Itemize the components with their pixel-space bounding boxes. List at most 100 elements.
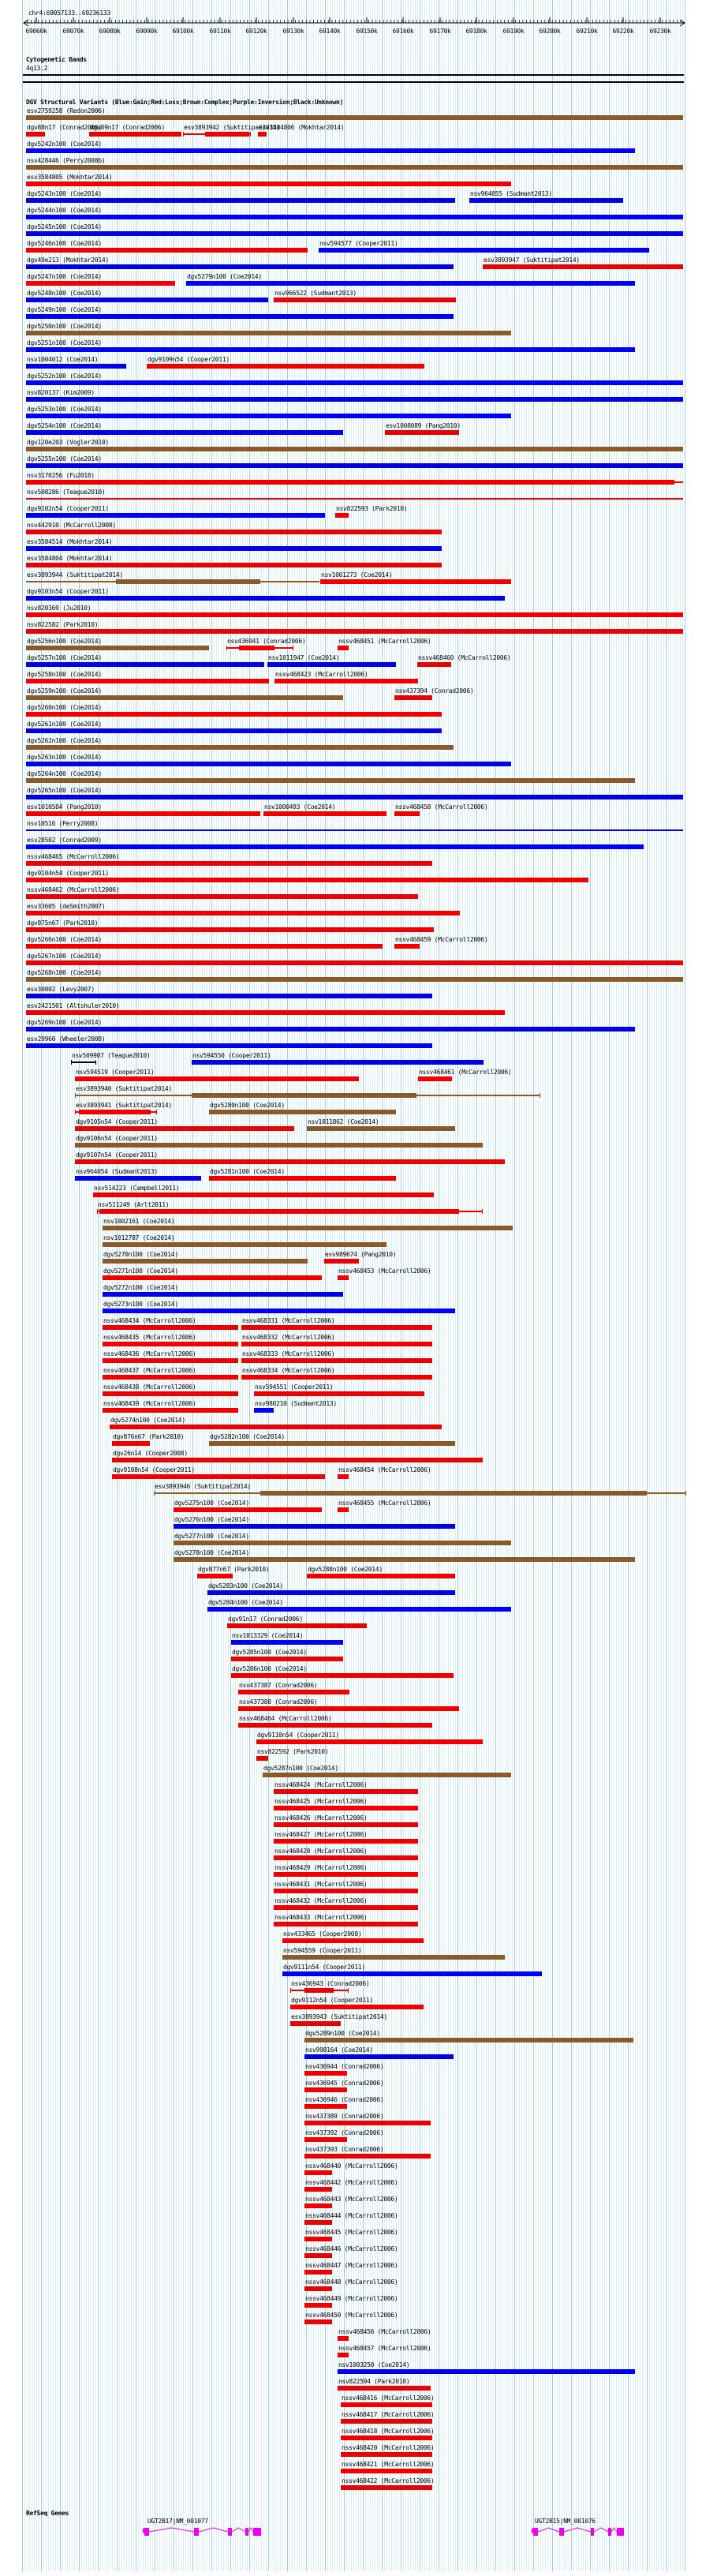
variant-bar-dgv5245n100[interactable] xyxy=(26,231,683,236)
variant-bar-nssv468429[interactable] xyxy=(274,1872,418,1877)
variant-bar-esv30002[interactable] xyxy=(26,994,432,998)
variant-bar-dgv5264n100[interactable] xyxy=(26,778,635,783)
variant-bar-nsv594559[interactable] xyxy=(282,1955,505,1960)
variant-bar-dgv5248n100[interactable] xyxy=(26,298,268,302)
variant-bar-dgv5255n100[interactable] xyxy=(26,463,683,468)
variant-bar-dgv877n67[interactable] xyxy=(197,1574,233,1578)
variant-bar-nssv468432[interactable] xyxy=(274,1905,418,1910)
variant-bar-nsv822593[interactable] xyxy=(335,513,349,518)
variant-bar-dgv5253n100[interactable] xyxy=(26,414,511,418)
variant-bar-dgv9107n54[interactable] xyxy=(75,1159,505,1164)
variant-bar-dgv876n67[interactable] xyxy=(112,1441,150,1446)
variant-bar-nsv433465[interactable] xyxy=(282,1938,424,1943)
variant-bar-nssv468416[interactable] xyxy=(341,2402,432,2407)
variant-bar-nsv822594[interactable] xyxy=(338,2386,431,2391)
variant-bar-nssv468334[interactable] xyxy=(241,1375,432,1380)
variant-bar-dgv5243n100[interactable] xyxy=(26,198,455,203)
variant-bar-dgv9106n54[interactable] xyxy=(75,1143,483,1148)
variant-bar-nsv998164[interactable] xyxy=(304,2054,454,2059)
variant-bar-nsv1012787[interactable] xyxy=(103,1242,386,1247)
variant-bar-dgv5271n100[interactable] xyxy=(103,1275,322,1280)
variant-bar-dgv5273n100[interactable] xyxy=(103,1309,455,1313)
variant-bar-dgv5280n100[interactable] xyxy=(209,1110,396,1114)
variant-bar-esv1008089[interactable] xyxy=(385,430,459,435)
variant-bar-nssv468444[interactable] xyxy=(304,2220,332,2225)
variant-bar-nssv468445[interactable] xyxy=(304,2237,332,2241)
variant-bar-dgv5244n100[interactable] xyxy=(26,215,683,219)
variant-bar-nssv468457[interactable] xyxy=(338,2353,349,2357)
variant-bar-nsv437387[interactable] xyxy=(238,1690,349,1694)
variant-bar-esv989674[interactable] xyxy=(324,1259,359,1264)
variant-bar-dgv5252n100[interactable] xyxy=(26,380,683,385)
variant-bar-dgv9104n54[interactable] xyxy=(26,878,588,882)
variant-bar-nssv468422[interactable] xyxy=(341,2485,432,2490)
variant-bar-dgv5261n100[interactable] xyxy=(26,728,442,733)
variant-bar-nssv468424[interactable] xyxy=(274,1789,418,1794)
variant-bar-nsv437394[interactable] xyxy=(394,695,432,700)
variant-bar-nsv509907[interactable] xyxy=(71,1060,96,1065)
variant-bar-nssv468431[interactable] xyxy=(274,1889,418,1893)
variant-bar-nsv437393[interactable] xyxy=(304,2154,431,2159)
variant-bar-nssv468332[interactable] xyxy=(241,1342,432,1346)
variant-bar-dgv5260n100[interactable] xyxy=(26,712,442,717)
variant-bar-nssv468426[interactable] xyxy=(274,1822,418,1827)
variant-bar-nssv468447[interactable] xyxy=(304,2270,332,2275)
gene-model-UGT2B15[interactable] xyxy=(531,2527,624,2536)
variant-bar-nsv594550[interactable] xyxy=(192,1060,484,1065)
variant-bar-nsv820369[interactable] xyxy=(26,612,683,617)
variant-bar-nsv594519[interactable] xyxy=(75,1076,359,1081)
variant-bar-dgv5279n100[interactable] xyxy=(186,281,635,286)
variant-bar-dgv5283n100[interactable] xyxy=(207,1590,455,1595)
variant-bar-nssv468442[interactable] xyxy=(304,2187,332,2192)
variant-bar-dgv5289n100[interactable] xyxy=(304,2038,633,2042)
variant-bar-nsv436946[interactable] xyxy=(304,2104,347,2109)
variant-bar-nsv1001273[interactable] xyxy=(320,579,511,584)
variant-bar-esv3584514[interactable] xyxy=(26,546,442,551)
variant-bar-nsv822582[interactable] xyxy=(26,629,683,634)
variant-bar-dgv9110n54[interactable] xyxy=(256,1739,483,1744)
variant-bar-nssv468333[interactable] xyxy=(241,1358,432,1363)
variant-bar-nssv468331[interactable] xyxy=(241,1325,432,1330)
variant-bar-dgv5262n100[interactable] xyxy=(26,745,454,750)
variant-bar-dgv5242n100[interactable] xyxy=(26,148,635,153)
variant-bar-nsv10516[interactable] xyxy=(26,829,683,831)
variant-bar-nssv468439[interactable] xyxy=(103,1408,238,1413)
variant-bar-nssv468417[interactable] xyxy=(341,2419,432,2424)
variant-bar-nsv594551[interactable] xyxy=(254,1391,424,1396)
variant-bar[interactable] xyxy=(674,481,683,483)
variant-bar-nssv468418[interactable] xyxy=(341,2436,432,2440)
variant-bar-nsv1013329[interactable] xyxy=(231,1640,343,1645)
variant-bar-dgv5277n100[interactable] xyxy=(174,1541,511,1545)
variant-bar-dgv9108n54[interactable] xyxy=(112,1474,325,1479)
variant-bar-nsv436945[interactable] xyxy=(304,2087,347,2092)
variant-bar-nsv442910[interactable] xyxy=(26,530,442,534)
variant-bar-dgv9109n54[interactable] xyxy=(147,364,424,369)
variant-bar[interactable] xyxy=(192,1093,416,1098)
variant-bar-dgv5268n100[interactable] xyxy=(26,977,683,982)
variant-bar[interactable] xyxy=(79,1110,151,1114)
variant-bar-nssv468449[interactable] xyxy=(304,2303,332,2308)
variant-bar-esv29960[interactable] xyxy=(26,1043,432,1048)
variant-bar-nssv468451[interactable] xyxy=(338,646,349,650)
variant-bar-nssv468436[interactable] xyxy=(103,1358,238,1363)
variant-bar-nssv468427[interactable] xyxy=(274,1839,418,1844)
variant-bar-nssv468450[interactable] xyxy=(304,2320,332,2324)
variant-bar-dgv5263n100[interactable] xyxy=(26,762,511,766)
variant-bar[interactable] xyxy=(205,132,249,137)
variant-bar-nsv1004012[interactable] xyxy=(26,364,126,369)
variant-bar-esv3584805[interactable] xyxy=(26,182,511,186)
variant-bar-esv1010584[interactable] xyxy=(26,811,260,816)
variant-bar-nssv468459[interactable] xyxy=(394,944,420,949)
variant-bar-dgv5249n100[interactable] xyxy=(26,314,454,319)
variant-bar[interactable] xyxy=(116,579,260,584)
variant-bar-nssv468465[interactable] xyxy=(26,861,432,866)
variant-bar-nsv514223[interactable] xyxy=(93,1193,434,1197)
variant-bar-dgv9111n54[interactable] xyxy=(282,1971,542,1976)
variant-bar-nssv468438[interactable] xyxy=(103,1391,238,1396)
variant-bar-nsv437392[interactable] xyxy=(304,2137,347,2142)
variant-bar-dgv5276n100[interactable] xyxy=(174,1524,455,1529)
variant-bar-dgv5286n100[interactable] xyxy=(231,1673,454,1678)
variant-bar-dgv5254n100[interactable] xyxy=(26,430,343,435)
variant-bar-nssv468435[interactable] xyxy=(103,1342,238,1346)
variant-bar-dgv5284n100[interactable] xyxy=(207,1607,511,1612)
